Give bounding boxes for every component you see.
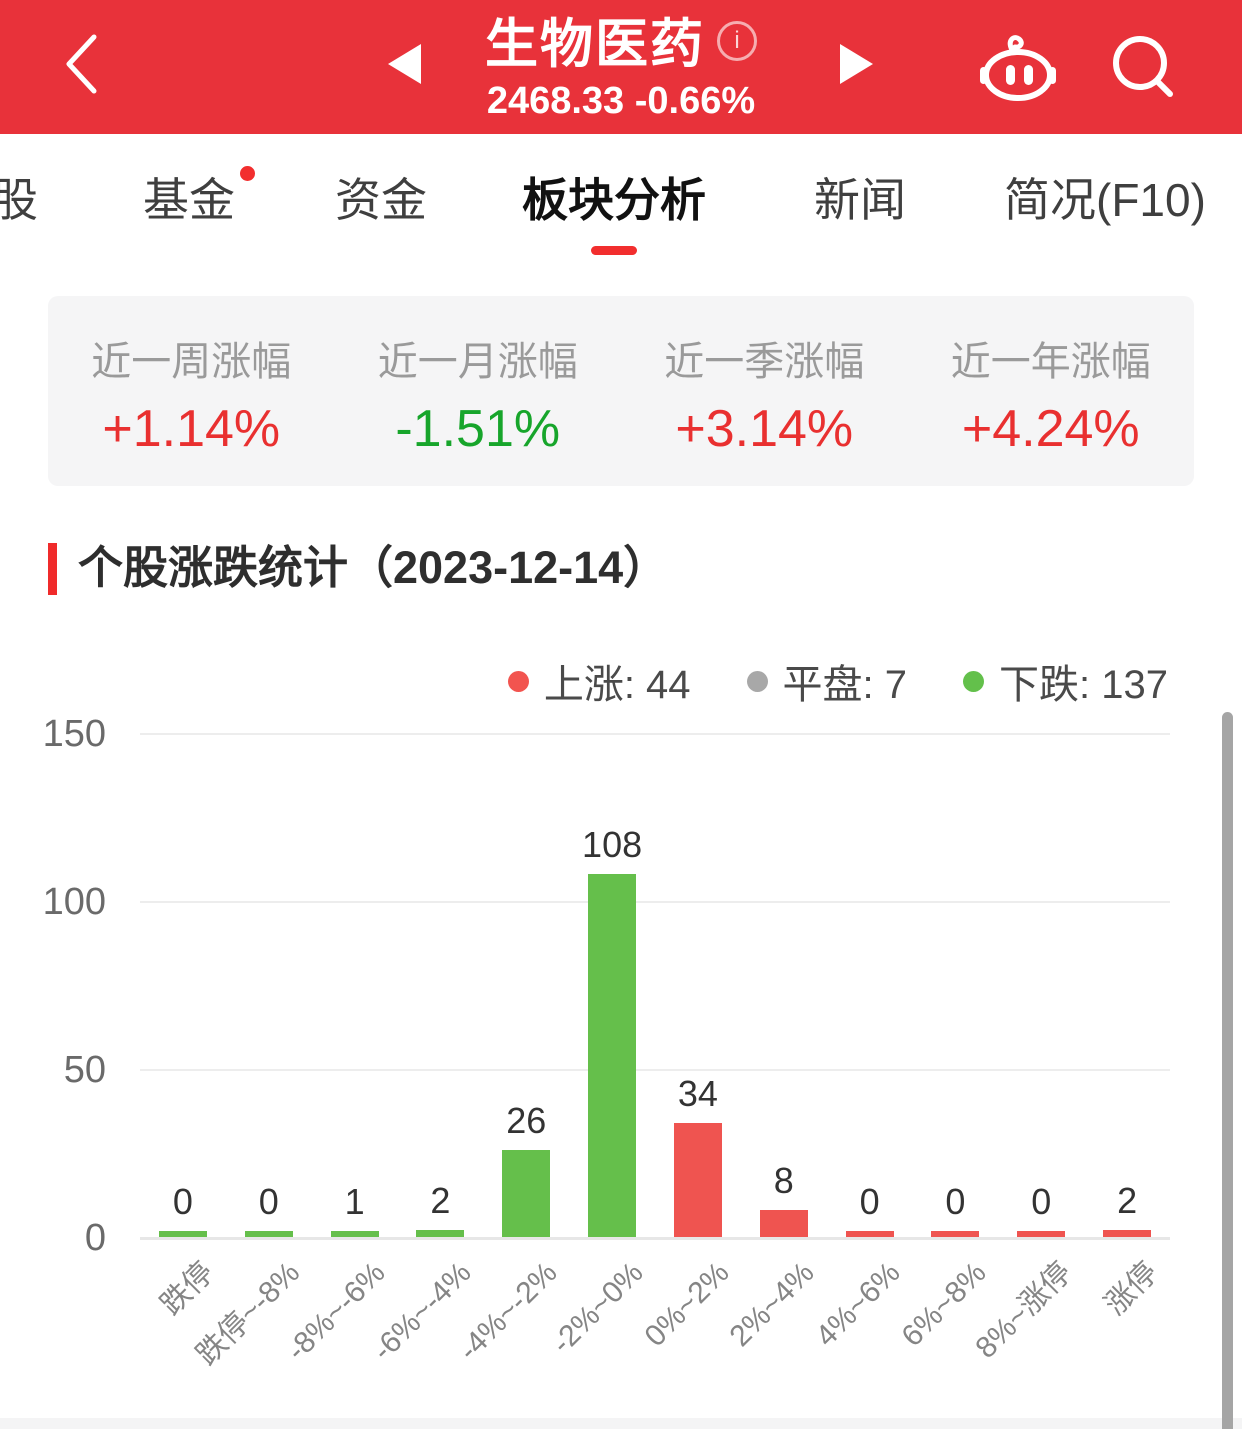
tab-bar: 股 基金 资金 板块分析 新闻 简况(F10) — [0, 134, 1242, 290]
tab-新闻[interactable]: 新闻 — [814, 172, 906, 228]
bar-value-label: 0 — [172, 1181, 193, 1222]
bottom-strip — [0, 1418, 1242, 1429]
stat-label: 近一月涨幅 — [377, 340, 578, 384]
x-tick-label: 涨停 — [1098, 1256, 1165, 1322]
tab-板块分析[interactable]: 板块分析 — [522, 172, 706, 228]
stat-近一周涨幅: 近一周涨幅 +1.14% — [48, 340, 335, 486]
vertical-scrollbar[interactable] — [1222, 712, 1233, 1429]
y-tick-label: 0 — [84, 1217, 106, 1259]
chart-bar-0%~2% — [673, 1123, 722, 1237]
info-icon[interactable]: i — [717, 21, 757, 61]
legend-item-平盘: 平盘: 7 — [746, 652, 908, 710]
tab-资金[interactable]: 资金 — [335, 172, 427, 228]
tab-简况(F10)[interactable]: 简况(F10) — [1004, 172, 1206, 228]
legend-text: 上涨: 44 — [543, 663, 691, 707]
robot-icon — [978, 34, 1058, 102]
chart-bar--2%~0% — [588, 874, 637, 1237]
y-tick-label: 100 — [42, 881, 106, 923]
updown-distribution-chart: 0 50 100 150 0 跌停 0 跌停~-8% 1 -8%~-6% 2 -6%~-4% 26 -4%… — [0, 700, 1242, 1418]
chart-bar-8%~涨停 — [1017, 1231, 1066, 1237]
search-icon — [1112, 36, 1176, 100]
chart-bar-涨停 — [1103, 1230, 1152, 1237]
chart-bar--6%~-4% — [416, 1230, 465, 1237]
assistant-button[interactable] — [978, 34, 1058, 102]
bar-value-label: 108 — [582, 824, 643, 865]
bar-value-label: 8 — [773, 1160, 794, 1201]
stat-label: 近一周涨幅 — [91, 340, 292, 384]
tab-股[interactable]: 股 — [0, 172, 38, 228]
next-sector-button[interactable] — [840, 44, 873, 84]
chart-bar-跌停~-8% — [244, 1231, 293, 1237]
bar-value-label: 0 — [945, 1181, 966, 1222]
legend-text: 平盘: 7 — [782, 663, 908, 707]
sector-name: 生物医药 — [485, 15, 705, 74]
chart-bar-跌停 — [158, 1231, 207, 1237]
tab-label: 简况(F10) — [1004, 174, 1206, 226]
x-tick-label: 0%~2% — [638, 1256, 736, 1354]
prev-sector-button[interactable] — [388, 44, 421, 84]
gridline-50 — [140, 1069, 1170, 1071]
stat-label: 近一年涨幅 — [950, 340, 1151, 384]
x-axis-line — [140, 1237, 1170, 1240]
y-tick-label: 150 — [42, 713, 106, 755]
chart-bar-6%~8% — [931, 1231, 980, 1237]
x-tick-label: 4%~6% — [809, 1256, 907, 1354]
legend-item-上涨: 上涨: 44 — [507, 652, 691, 710]
stat-近一月涨幅: 近一月涨幅 -1.51% — [335, 340, 622, 486]
bar-value-label: 2 — [1117, 1180, 1138, 1221]
bar-value-label: 1 — [344, 1181, 365, 1222]
search-button[interactable] — [1112, 36, 1176, 100]
legend-dot — [963, 670, 985, 692]
bar-value-label: 34 — [677, 1073, 718, 1114]
legend-dot — [746, 670, 768, 692]
section-accent-bar — [48, 543, 57, 595]
stat-value: +4.24% — [961, 400, 1140, 458]
y-tick-label: 50 — [63, 1049, 106, 1091]
stat-value: +1.14% — [102, 400, 281, 458]
bar-value-label: 0 — [859, 1181, 880, 1222]
tab-基金[interactable]: 基金 — [143, 166, 255, 228]
section-title: 个股涨跌统计（2023-12-14） — [78, 542, 669, 593]
bar-value-label: 0 — [1031, 1181, 1052, 1222]
chart-bar--8%~-6% — [330, 1231, 379, 1237]
page-title: 生物医药 i — [300, 14, 942, 76]
chart-bar-4%~6% — [845, 1231, 894, 1237]
stat-label: 近一季涨幅 — [664, 340, 865, 384]
header-title-group: 生物医药 i 2468.33 -0.66% — [300, 14, 942, 124]
chart-bar--4%~-2% — [502, 1150, 551, 1237]
chart-legend: 上涨: 44 平盘: 7 下跌: 137 — [507, 652, 1168, 710]
bar-value-label: 2 — [430, 1180, 451, 1221]
legend-text: 下跌: 137 — [999, 663, 1168, 707]
x-tick-label: 跌停 — [154, 1256, 221, 1322]
legend-item-下跌: 下跌: 137 — [963, 652, 1168, 710]
back-button[interactable] — [60, 32, 100, 96]
tab-label: 新闻 — [814, 174, 906, 226]
tab-label: 资金 — [335, 174, 427, 226]
bar-value-label: 26 — [506, 1100, 547, 1141]
stat-近一季涨幅: 近一季涨幅 +3.14% — [621, 340, 908, 486]
period-change-panel: 近一周涨幅 +1.14% 近一月涨幅 -1.51% 近一季涨幅 +3.14% 近一年涨幅 +4… — [48, 296, 1194, 486]
bar-value-label: 0 — [258, 1181, 279, 1222]
chevron-left-icon — [60, 32, 100, 96]
stat-近一年涨幅: 近一年涨幅 +4.24% — [908, 340, 1195, 486]
gridline-150 — [140, 733, 1170, 735]
header: 生物医药 i 2468.33 -0.66% — [0, 0, 1242, 134]
tab-label: 股 — [0, 174, 38, 226]
legend-dot — [507, 670, 529, 692]
x-tick-label: 2%~4% — [723, 1256, 822, 1354]
index-quote: 2468.33 -0.66% — [486, 80, 756, 122]
tab-label: 基金 — [143, 174, 235, 226]
gridline-100 — [140, 901, 1170, 903]
stat-value: +3.14% — [675, 400, 854, 458]
tab-label: 板块分析 — [522, 174, 706, 226]
chart-bar-2%~4% — [759, 1210, 808, 1237]
stat-value: -1.51% — [395, 400, 561, 458]
x-tick-label: -2%~0% — [545, 1256, 650, 1361]
notification-dot — [240, 166, 255, 181]
